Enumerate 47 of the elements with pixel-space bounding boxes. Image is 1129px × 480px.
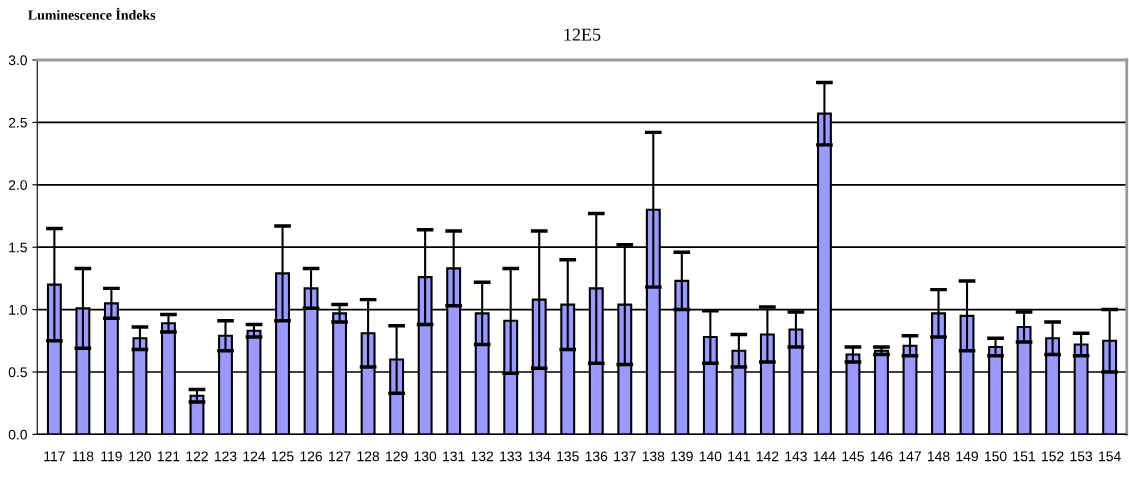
- y-tick-label: 1.0: [9, 304, 27, 315]
- y-tick-label: 2.5: [8, 117, 27, 128]
- x-tick-label: 133: [500, 451, 522, 462]
- x-tick-label: 119: [101, 451, 122, 462]
- x-tick-label: 130: [414, 451, 437, 462]
- x-tick-label: 117: [44, 451, 65, 462]
- x-tick-label: 139: [671, 451, 693, 462]
- x-tick-label: 146: [870, 451, 893, 462]
- x-tick-label: 148: [927, 451, 950, 462]
- x-tick-label: 142: [756, 451, 779, 462]
- x-tick-label: 129: [386, 451, 408, 462]
- x-tick-label: 143: [785, 451, 807, 462]
- x-tick-label: 154: [1099, 451, 1121, 462]
- x-tick-label: 123: [214, 451, 237, 462]
- x-tick-label: 150: [985, 451, 1007, 462]
- x-tick-label: 118: [72, 451, 94, 462]
- x-tick-label: 132: [471, 451, 494, 462]
- x-tick-label: 144: [813, 451, 836, 462]
- x-tick-label: 140: [699, 451, 722, 462]
- x-tick-label: 124: [243, 451, 266, 462]
- x-tick-label: 151: [1013, 451, 1035, 462]
- y-axis-title: Luminescence İndeks: [28, 7, 156, 20]
- y-tick-label: 1.5: [9, 242, 27, 253]
- x-tick-label: 145: [842, 451, 864, 462]
- x-tick-label: 153: [1070, 451, 1093, 462]
- x-tick-label: 141: [728, 451, 750, 462]
- x-tick-label: 147: [899, 451, 921, 462]
- x-tick-label: 135: [557, 451, 579, 462]
- chart-title: 12E5: [564, 28, 601, 41]
- x-tick-label: 128: [357, 451, 380, 462]
- x-tick-label: 122: [186, 451, 208, 462]
- y-tick-label: 0.0: [8, 429, 27, 440]
- x-tick-label: 126: [300, 451, 323, 462]
- x-tick-label: 134: [528, 451, 551, 462]
- x-tick-label: 149: [956, 451, 978, 462]
- x-tick-label: 137: [614, 451, 636, 462]
- x-tick-label: 120: [129, 451, 151, 462]
- y-tick-label: 3.0: [8, 55, 27, 66]
- x-tick-label: 138: [642, 451, 665, 462]
- y-tick-label: 2.0: [8, 180, 27, 190]
- x-tick-label: 127: [329, 451, 351, 462]
- x-tick-label: 131: [443, 451, 465, 462]
- x-tick-label: 125: [272, 451, 294, 462]
- x-tick-label: 152: [1042, 451, 1064, 462]
- x-tick-label: 121: [157, 451, 180, 462]
- x-tick-label: 136: [585, 451, 608, 462]
- y-tick-label: 0.5: [8, 367, 27, 378]
